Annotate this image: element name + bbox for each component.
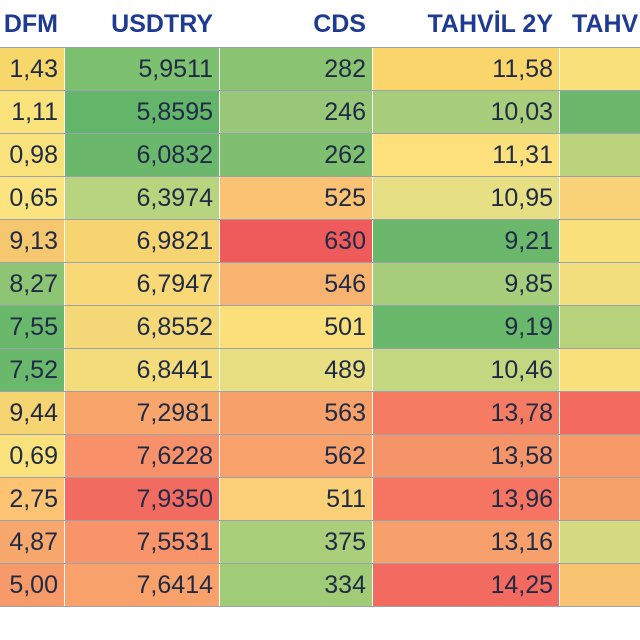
row-divider — [0, 348, 640, 349]
cell-dfm: 7,52 — [0, 349, 64, 391]
column-header-2: USDTRY — [111, 9, 213, 38]
cell-usdtry: 7,2981 — [65, 392, 219, 434]
cell-tahvil-2y: 10,95 — [373, 177, 559, 219]
table-row: 7,52 6,8441 489 10,46 — [0, 349, 640, 392]
cell-tahv-partial — [560, 435, 640, 477]
table-row: 7,55 6,8552 501 9,19 — [0, 306, 640, 349]
cell-usdtry: 6,8441 — [65, 349, 219, 391]
table-row: 4,87 7,5531 375 13,16 — [0, 521, 640, 564]
cell-tahvil-2y: 11,31 — [373, 134, 559, 176]
cell-dfm: 2,75 — [0, 478, 64, 520]
cell-tahv-partial — [560, 349, 640, 391]
cell-tahvil-2y: 9,85 — [373, 263, 559, 305]
column-header-4: TAHVİL 2Y — [427, 9, 554, 38]
cell-dfm: 1,43 — [0, 48, 64, 90]
row-divider — [0, 47, 640, 48]
column-header-3: CDS — [313, 9, 366, 38]
cell-tahv-partial — [560, 263, 640, 305]
cell-cds: 489 — [220, 349, 372, 391]
cell-tahvil-2y: 10,03 — [373, 91, 559, 133]
row-divider — [0, 90, 640, 91]
table-row: 1,43 5,9511 282 11,58 — [0, 48, 640, 91]
cell-tahv-partial — [560, 564, 640, 606]
column-header-1: DFM — [3, 9, 58, 38]
cell-tahv-partial — [560, 306, 640, 348]
cell-cds: 525 — [220, 177, 372, 219]
cell-tahvil-2y: 13,78 — [373, 392, 559, 434]
table-row: 2,75 7,9350 511 13,96 — [0, 478, 640, 521]
row-divider — [0, 176, 640, 177]
cell-usdtry: 6,3974 — [65, 177, 219, 219]
table-row: 0,69 7,6228 562 13,58 — [0, 435, 640, 478]
cell-cds: 546 — [220, 263, 372, 305]
cell-usdtry: 6,9821 — [65, 220, 219, 262]
cell-dfm: 1,11 — [0, 91, 64, 133]
cell-tahvil-2y: 13,96 — [373, 478, 559, 520]
cell-cds: 282 — [220, 48, 372, 90]
cell-dfm: 9,13 — [0, 220, 64, 262]
cell-tahv-partial — [560, 478, 640, 520]
cell-tahv-partial — [560, 521, 640, 563]
column-header-5: TAHV — [572, 9, 639, 38]
cell-tahv-partial — [560, 392, 640, 434]
table-row: 5,00 7,6414 334 14,25 — [0, 564, 640, 607]
cell-cds: 334 — [220, 564, 372, 606]
cell-cds: 501 — [220, 306, 372, 348]
row-divider — [0, 262, 640, 263]
cell-usdtry: 7,6414 — [65, 564, 219, 606]
cell-cds: 630 — [220, 220, 372, 262]
table-row: 0,98 6,0832 262 11,31 — [0, 134, 640, 177]
row-divider — [0, 391, 640, 392]
row-divider — [0, 434, 640, 435]
cell-dfm: 5,00 — [0, 564, 64, 606]
table-row: 9,13 6,9821 630 9,21 — [0, 220, 640, 263]
cell-tahv-partial — [560, 48, 640, 90]
cell-tahvil-2y: 9,21 — [373, 220, 559, 262]
cell-usdtry: 6,7947 — [65, 263, 219, 305]
cell-dfm: 0,65 — [0, 177, 64, 219]
cell-dfm: 7,55 — [0, 306, 64, 348]
cell-tahvil-2y: 13,58 — [373, 435, 559, 477]
cell-usdtry: 7,5531 — [65, 521, 219, 563]
row-divider — [0, 477, 640, 478]
cell-tahvil-2y: 10,46 — [373, 349, 559, 391]
cell-dfm: 8,27 — [0, 263, 64, 305]
row-divider — [0, 133, 640, 134]
row-divider — [0, 520, 640, 521]
cell-tahvil-2y: 13,16 — [373, 521, 559, 563]
row-divider — [0, 563, 640, 564]
cell-usdtry: 5,8595 — [65, 91, 219, 133]
cell-usdtry: 6,8552 — [65, 306, 219, 348]
cell-tahv-partial — [560, 134, 640, 176]
cell-tahv-partial — [560, 91, 640, 133]
cell-cds: 511 — [220, 478, 372, 520]
row-divider — [0, 305, 640, 306]
cell-tahvil-2y: 14,25 — [373, 564, 559, 606]
cell-cds: 246 — [220, 91, 372, 133]
cell-tahv-partial — [560, 220, 640, 262]
cell-usdtry: 7,6228 — [65, 435, 219, 477]
cell-tahvil-2y: 9,19 — [373, 306, 559, 348]
cell-tahv-partial — [560, 177, 640, 219]
table-row: 8,27 6,7947 546 9,85 — [0, 263, 640, 306]
row-divider — [0, 219, 640, 220]
cell-dfm: 4,87 — [0, 521, 64, 563]
cell-dfm: 0,98 — [0, 134, 64, 176]
row-divider — [0, 606, 640, 607]
cell-dfm: 0,69 — [0, 435, 64, 477]
cell-cds: 562 — [220, 435, 372, 477]
cell-tahvil-2y: 11,58 — [373, 48, 559, 90]
table-row: 1,11 5,8595 246 10,03 — [0, 91, 640, 134]
cell-usdtry: 6,0832 — [65, 134, 219, 176]
cell-cds: 262 — [220, 134, 372, 176]
cell-cds: 563 — [220, 392, 372, 434]
cell-cds: 375 — [220, 521, 372, 563]
cell-usdtry: 5,9511 — [65, 48, 219, 90]
cell-usdtry: 7,9350 — [65, 478, 219, 520]
cell-dfm: 9,44 — [0, 392, 64, 434]
table-row: 9,44 7,2981 563 13,78 — [0, 392, 640, 435]
table-row: 0,65 6,3974 525 10,95 — [0, 177, 640, 220]
